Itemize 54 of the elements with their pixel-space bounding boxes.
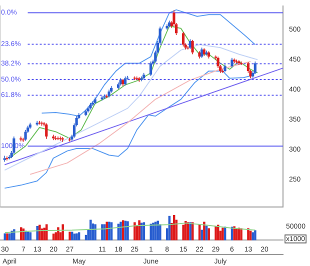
bar bbox=[236, 228, 238, 240]
bar bbox=[43, 228, 46, 240]
bar bbox=[254, 230, 256, 240]
bar bbox=[203, 222, 206, 240]
bar bbox=[182, 224, 184, 240]
candlestick bbox=[122, 78, 124, 86]
bar bbox=[90, 220, 92, 240]
bar bbox=[68, 232, 71, 240]
bar bbox=[134, 222, 136, 240]
candlestick bbox=[89, 102, 92, 110]
candlestick bbox=[86, 106, 90, 113]
bar bbox=[106, 222, 108, 240]
candlestick bbox=[45, 122, 48, 140]
candlestick bbox=[94, 97, 96, 104]
candlestick bbox=[52, 134, 55, 141]
bar bbox=[62, 224, 64, 240]
bar bbox=[189, 222, 192, 240]
bar bbox=[120, 222, 122, 240]
candlestick bbox=[238, 60, 240, 66]
bar bbox=[36, 226, 38, 240]
candlestick bbox=[68, 137, 71, 142]
bar bbox=[101, 224, 104, 240]
candlestick bbox=[224, 64, 226, 73]
bar bbox=[152, 222, 154, 240]
candlestick bbox=[166, 24, 168, 30]
candlestick bbox=[191, 39, 194, 55]
candlestick bbox=[3, 155, 6, 162]
bar bbox=[138, 220, 140, 240]
bar bbox=[108, 222, 110, 240]
candlestick bbox=[235, 59, 238, 64]
bar bbox=[222, 228, 224, 240]
candlestick bbox=[36, 120, 38, 126]
candlestick bbox=[108, 89, 110, 98]
bar bbox=[214, 226, 217, 240]
candlestick bbox=[100, 95, 104, 101]
bar bbox=[13, 229, 16, 240]
bar bbox=[126, 221, 129, 240]
bar bbox=[156, 220, 159, 240]
candlestick bbox=[198, 50, 201, 59]
bar bbox=[140, 222, 143, 240]
bar bbox=[184, 220, 187, 240]
bar bbox=[94, 224, 96, 240]
bar bbox=[208, 228, 210, 240]
bar bbox=[6, 233, 8, 240]
bar bbox=[247, 228, 250, 240]
bar bbox=[240, 228, 242, 240]
bar bbox=[38, 224, 41, 240]
bar bbox=[159, 224, 162, 240]
bar bbox=[76, 233, 78, 240]
candlestick bbox=[133, 76, 136, 80]
candlestick bbox=[140, 76, 143, 82]
bar bbox=[252, 232, 254, 240]
candlestick bbox=[230, 57, 234, 68]
candlestick bbox=[24, 130, 27, 142]
